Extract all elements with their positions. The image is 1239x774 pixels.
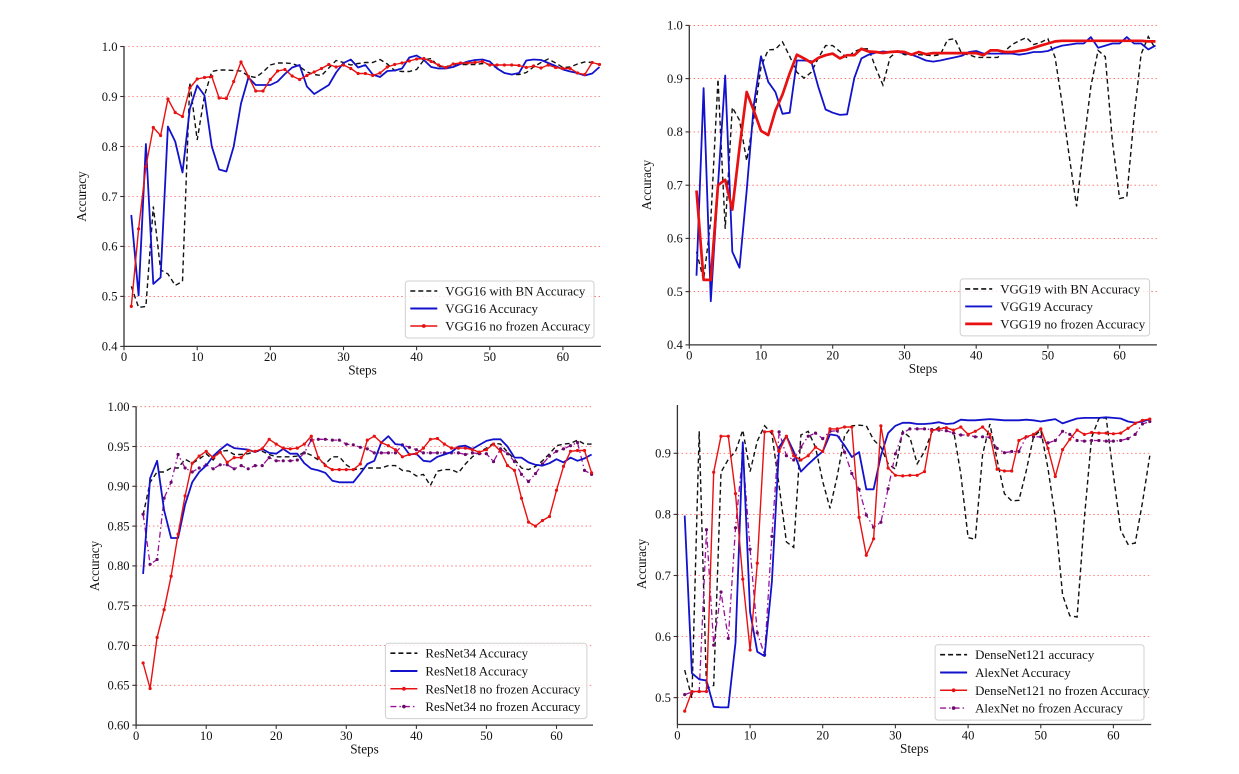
- svg-text:0.7: 0.7: [655, 569, 671, 583]
- svg-text:Accuracy: Accuracy: [87, 540, 102, 591]
- svg-text:0.8: 0.8: [102, 140, 118, 154]
- svg-text:1.00: 1.00: [108, 400, 130, 414]
- svg-text:40: 40: [962, 728, 975, 742]
- svg-text:0.9: 0.9: [667, 72, 683, 86]
- svg-text:0.4: 0.4: [102, 340, 118, 354]
- svg-text:60: 60: [550, 729, 563, 743]
- svg-text:Steps: Steps: [909, 361, 938, 376]
- svg-text:0.6: 0.6: [667, 232, 683, 246]
- svg-text:0.8: 0.8: [667, 125, 683, 139]
- svg-text:ResNet18 no frozen Accuracy: ResNet18 no frozen Accuracy: [425, 682, 581, 696]
- svg-text:60: 60: [557, 350, 570, 364]
- svg-text:0.70: 0.70: [108, 639, 130, 653]
- svg-text:ResNet18 Accuracy: ResNet18 Accuracy: [425, 665, 528, 679]
- svg-text:50: 50: [484, 350, 497, 364]
- svg-text:50: 50: [1042, 349, 1055, 363]
- svg-text:20: 20: [264, 350, 277, 364]
- svg-text:10: 10: [200, 729, 213, 743]
- svg-text:0.80: 0.80: [108, 559, 130, 573]
- svg-text:ResNet34 no frozen Accuracy: ResNet34 no frozen Accuracy: [425, 700, 581, 714]
- svg-text:Accuracy: Accuracy: [634, 538, 649, 589]
- svg-text:0.65: 0.65: [108, 679, 130, 693]
- svg-text:30: 30: [889, 728, 902, 742]
- svg-text:AlexNet no frozen Accuracy: AlexNet no frozen Accuracy: [975, 702, 1123, 716]
- svg-text:1.0: 1.0: [667, 19, 683, 33]
- svg-text:0.6: 0.6: [102, 240, 118, 254]
- svg-text:40: 40: [410, 729, 423, 743]
- svg-text:0.6: 0.6: [655, 630, 671, 644]
- svg-text:0.5: 0.5: [655, 691, 671, 705]
- svg-text:0.8: 0.8: [655, 508, 671, 522]
- svg-text:0.60: 0.60: [108, 718, 130, 732]
- svg-text:40: 40: [410, 350, 423, 364]
- svg-text:ResNet34 Accuracy: ResNet34 Accuracy: [425, 647, 528, 661]
- svg-text:0.5: 0.5: [102, 290, 118, 304]
- svg-text:20: 20: [270, 729, 283, 743]
- svg-text:Accuracy: Accuracy: [74, 171, 89, 222]
- svg-text:0: 0: [674, 728, 680, 742]
- svg-text:DenseNet121 no frozen Accuracy: DenseNet121 no frozen Accuracy: [975, 684, 1150, 698]
- svg-text:50: 50: [480, 729, 493, 743]
- svg-text:20: 20: [826, 349, 839, 363]
- svg-text:Steps: Steps: [348, 363, 377, 378]
- svg-text:60: 60: [1107, 728, 1120, 742]
- svg-text:VGG19 Accuracy: VGG19 Accuracy: [1000, 300, 1093, 314]
- svg-text:VGG16 no frozen Accuracy: VGG16 no frozen Accuracy: [445, 320, 591, 334]
- svg-text:0.5: 0.5: [667, 285, 683, 299]
- svg-text:0.7: 0.7: [667, 179, 683, 193]
- svg-text:Steps: Steps: [900, 741, 929, 756]
- svg-text:1.0: 1.0: [102, 40, 118, 54]
- svg-text:0: 0: [686, 349, 692, 363]
- svg-text:0.9: 0.9: [655, 447, 671, 461]
- svg-text:10: 10: [755, 349, 768, 363]
- svg-text:30: 30: [898, 349, 911, 363]
- svg-text:20: 20: [816, 728, 829, 742]
- svg-text:10: 10: [744, 728, 757, 742]
- svg-text:0.9: 0.9: [102, 90, 118, 104]
- svg-text:DenseNet121 accuracy: DenseNet121 accuracy: [975, 648, 1095, 662]
- svg-text:VGG16 Accuracy: VGG16 Accuracy: [445, 302, 538, 316]
- svg-text:AlexNet Accuracy: AlexNet Accuracy: [975, 666, 1071, 680]
- svg-text:VGG19 with BN Accuracy: VGG19 with BN Accuracy: [1000, 282, 1141, 296]
- svg-text:Accuracy: Accuracy: [639, 159, 654, 210]
- svg-text:50: 50: [1035, 728, 1048, 742]
- svg-text:0.95: 0.95: [108, 440, 130, 454]
- svg-text:0.90: 0.90: [108, 480, 130, 494]
- svg-text:0.7: 0.7: [102, 190, 118, 204]
- svg-text:40: 40: [970, 349, 983, 363]
- svg-text:0: 0: [133, 729, 139, 743]
- svg-text:0.4: 0.4: [667, 338, 683, 352]
- svg-text:30: 30: [340, 729, 353, 743]
- svg-text:30: 30: [337, 350, 350, 364]
- svg-text:Steps: Steps: [350, 741, 379, 756]
- svg-text:60: 60: [1113, 349, 1126, 363]
- svg-text:VGG19 no frozen Accuracy: VGG19 no frozen Accuracy: [1000, 317, 1146, 331]
- svg-text:0.75: 0.75: [108, 599, 130, 613]
- svg-text:10: 10: [191, 350, 204, 364]
- svg-text:VGG16 with BN Accuracy: VGG16 with BN Accuracy: [445, 285, 586, 299]
- svg-text:0.85: 0.85: [108, 519, 130, 533]
- svg-text:0: 0: [121, 350, 127, 364]
